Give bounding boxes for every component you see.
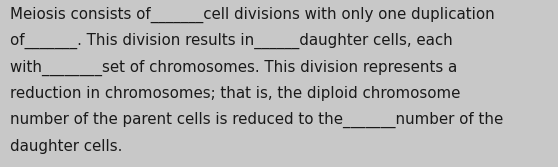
Text: number of the parent cells is reduced to the_______number of the: number of the parent cells is reduced to…: [10, 112, 503, 128]
Text: Meiosis consists of_______cell divisions with only one duplication: Meiosis consists of_______cell divisions…: [10, 7, 495, 23]
Text: with________set of chromosomes. This division represents a: with________set of chromosomes. This div…: [10, 59, 458, 76]
Text: daughter cells.: daughter cells.: [10, 139, 122, 154]
Text: reduction in chromosomes; that is, the diploid chromosome: reduction in chromosomes; that is, the d…: [10, 86, 460, 101]
Text: of_______. This division results in______daughter cells, each: of_______. This division results in_____…: [10, 33, 453, 49]
